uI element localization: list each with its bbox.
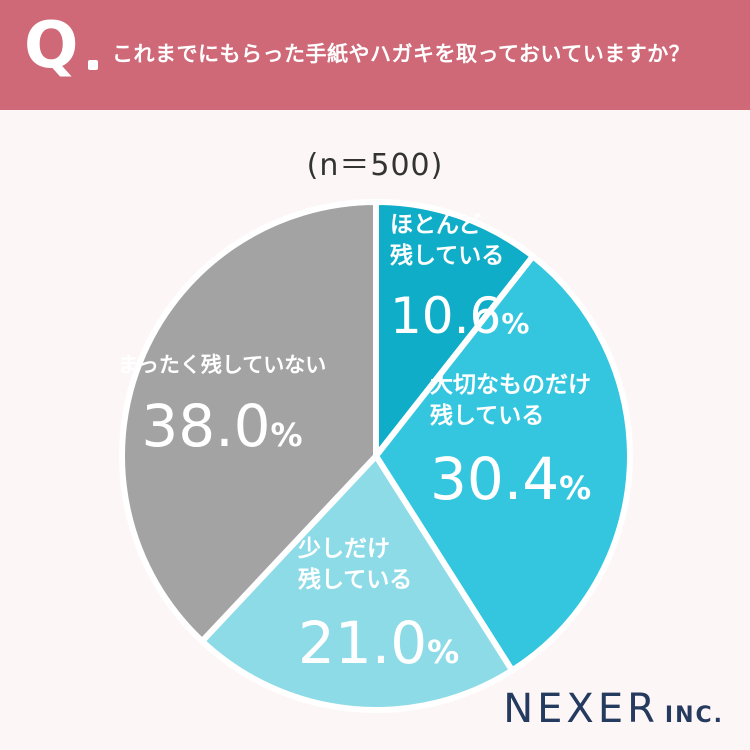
slice-2-value: 30.4% (430, 445, 591, 513)
pie-slice-4 (119, 199, 379, 645)
slice-1-value: 10.6% (390, 287, 529, 345)
slice-3-label-line-1: 少しだけ (297, 536, 390, 562)
slice-3-label-line-2: 残している (298, 566, 412, 593)
slice-3-value: 21.0% (298, 609, 459, 677)
slice-2-label-line-1: 大切なものだけ (430, 372, 591, 398)
brand-name: NEXER (503, 686, 659, 732)
question-dot (88, 60, 98, 70)
slice-4-value: 38.0% (141, 392, 302, 460)
slice-4-label-line-1: まったく残していない (118, 353, 327, 377)
brand-logo: NEXER INC. (503, 686, 724, 732)
question-header: Q これまでにもらった手紙やハガキを取っておいていますか？ (0, 0, 750, 110)
slice-1-label-line-2: 残している (390, 242, 504, 269)
slice-2-label-line-2: 残している (430, 402, 544, 429)
pie-slice-3 (199, 453, 516, 713)
sample-size-label: (n＝500) (306, 148, 444, 183)
question-q-mark: Q (24, 9, 79, 83)
slice-1-label-line-1: ほとんど (390, 212, 481, 238)
pie-slice-1 (373, 199, 536, 459)
question-text: これまでにもらった手紙やハガキを取っておいていますか？ (112, 42, 691, 66)
brand-suffix: INC. (664, 703, 724, 728)
pie-slice-2 (373, 253, 633, 674)
